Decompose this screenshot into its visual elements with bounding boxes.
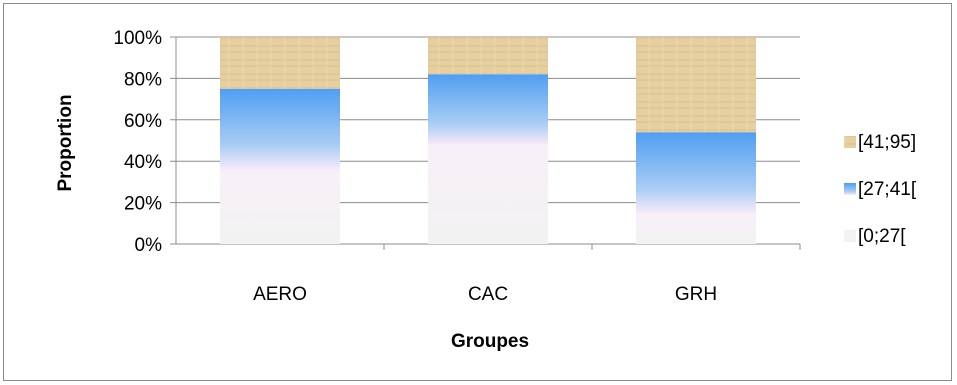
y-tick-label: 20% (124, 194, 162, 215)
bar-segment-grh-2 (636, 37, 756, 133)
bar-segment-aero-0 (220, 169, 340, 244)
legend-label: [0;27[ (858, 226, 906, 247)
legend-swatch (844, 230, 856, 242)
y-tick-label: 40% (124, 152, 162, 173)
y-tick-label: 60% (124, 111, 162, 132)
y-axis-title: Proportion (55, 94, 76, 191)
bar-segment-cac-1 (428, 74, 548, 145)
bar-segment-grh-0 (636, 212, 756, 244)
legend-label: [41;95] (858, 132, 916, 153)
legend-swatch (844, 183, 856, 195)
x-tick-label: AERO (253, 284, 307, 305)
bar-segment-cac-2 (428, 37, 548, 75)
bar-segment-cac-0 (428, 144, 548, 244)
legend-label: [27;41[ (858, 179, 917, 200)
bar-segment-grh-1 (636, 132, 756, 213)
bar-segment-aero-2 (220, 37, 340, 89)
legend-swatch (844, 136, 856, 148)
x-tick-label: CAC (468, 284, 508, 305)
legend: [41;95] [27;41[ [0;27[ (844, 132, 917, 247)
y-tick-label: 100% (113, 28, 162, 49)
x-axis-title: Groupes (451, 331, 529, 352)
bar-segment-aero-1 (220, 88, 340, 170)
y-tick-label: 80% (124, 69, 162, 90)
y-tick-label: 0% (135, 235, 163, 256)
x-tick-label: GRH (675, 284, 717, 305)
